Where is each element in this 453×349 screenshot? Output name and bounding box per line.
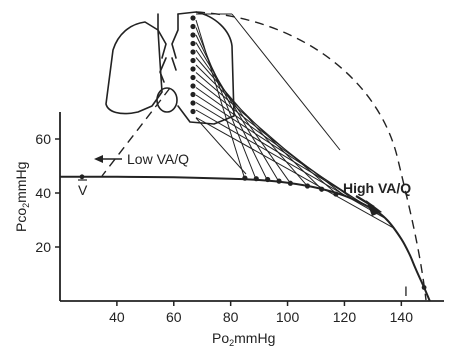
x-tick-label: 140 <box>390 309 414 325</box>
curve-marker <box>253 176 259 182</box>
band-outer-edge <box>231 13 341 151</box>
x-axis-ticks: 40 60 80 100 120 140 <box>109 301 413 325</box>
alveolar-unit-dot <box>190 74 196 81</box>
alveolar-unit-dot <box>190 91 196 98</box>
alveolar-unit-dot <box>190 57 196 64</box>
alveolar-unit-dots <box>190 15 196 115</box>
y-tick-label: 40 <box>35 185 51 201</box>
curve-marker <box>276 178 282 184</box>
alveolar-unit-dot <box>190 40 196 47</box>
alveolar-unit-dot <box>190 83 196 89</box>
x-tick-label: 80 <box>223 309 239 325</box>
x-tick-label: 120 <box>333 309 357 325</box>
y-axis-title: Pco2mmHg <box>13 162 31 232</box>
alveolar-unit-dot <box>190 23 196 30</box>
unit-connecting-line <box>195 72 337 194</box>
low-va-q-dashed-line <box>101 87 171 177</box>
curve-marker <box>287 180 293 186</box>
curve-markers <box>79 174 427 290</box>
inspired-point-marker <box>421 285 427 290</box>
alveolar-unit-dot <box>190 66 196 72</box>
high-va-q-dashed-arc <box>195 11 427 301</box>
airway-branch <box>159 57 177 83</box>
curve-marker <box>333 191 339 197</box>
curve-marker <box>304 183 311 189</box>
curve-marker <box>242 175 248 181</box>
high-va-q-arrow <box>355 195 382 216</box>
curve-marker <box>319 186 325 192</box>
unit-connecting-line <box>195 57 308 187</box>
trachea-outline <box>157 13 179 59</box>
x-tick-label: 100 <box>276 309 300 325</box>
curve-marker <box>265 176 271 183</box>
x-tick-label: 40 <box>109 309 125 325</box>
inspired-point-label: I <box>404 283 408 299</box>
venous-point-label: V <box>78 182 88 198</box>
x-axis-title: Po2mmHg <box>212 330 275 348</box>
alveolar-unit-dot <box>190 15 196 21</box>
alveolar-unit-dot <box>190 100 196 106</box>
heart-outline <box>156 87 178 113</box>
unit-connecting-line <box>195 79 345 197</box>
left-lung-outline <box>105 21 163 115</box>
o2-co2-line <box>59 175 431 302</box>
alveolar-unit-dot <box>190 49 196 55</box>
y-tick-label: 60 <box>35 131 51 147</box>
venous-point-marker <box>79 174 85 180</box>
x-tick-label: 60 <box>166 309 182 325</box>
band-inner-edge <box>195 117 247 175</box>
axes <box>59 112 444 302</box>
unit-connecting-line <box>195 102 376 212</box>
right-lung-outline <box>177 11 235 125</box>
low-va-q-arrow <box>94 155 122 163</box>
high-va-q-label: High VA/Q <box>343 180 411 196</box>
low-va-q-label: Low VA/Q <box>127 151 189 167</box>
y-tick-label: 20 <box>35 239 51 255</box>
unit-connecting-line <box>195 94 368 207</box>
alveolar-unit-dot <box>190 108 196 115</box>
y-axis-ticks: 20 40 60 <box>35 131 60 255</box>
unit-connecting-line <box>195 117 394 228</box>
unit-connecting-lines <box>195 13 394 228</box>
alveolar-unit-dot <box>190 32 196 38</box>
unit-connecting-line <box>195 109 385 219</box>
